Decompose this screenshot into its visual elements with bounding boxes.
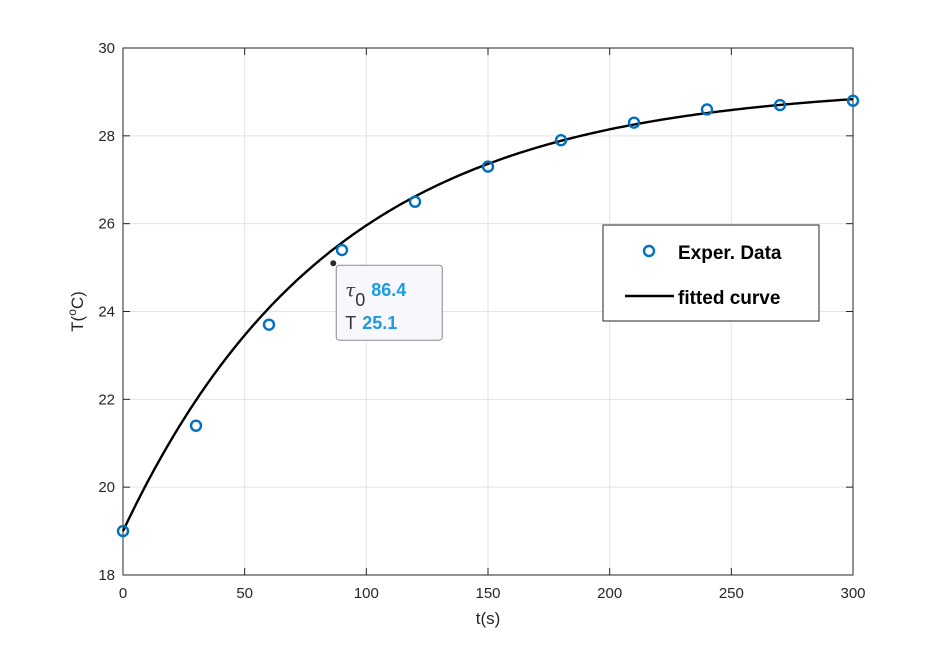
- datatip-row-y: T 25.1: [345, 313, 397, 333]
- y-tick-label: 28: [98, 128, 115, 145]
- data-point-marker[interactable]: [481, 160, 495, 173]
- y-tick-label: 18: [98, 567, 115, 584]
- x-tick-label: 300: [840, 585, 865, 602]
- datatip-y-value: 25.1: [362, 313, 397, 333]
- datatip[interactable]: τ0 86.4 T 25.1: [330, 260, 443, 341]
- y-tick-label: 20: [98, 479, 115, 496]
- axes-layer: [122, 47, 854, 576]
- datatip-x-label: τ: [345, 280, 356, 301]
- y-tick-label: 26: [98, 216, 115, 233]
- y-axis-label-main: T(: [68, 315, 87, 331]
- x-tick-label: 50: [236, 585, 253, 602]
- x-tick-label: 250: [719, 585, 744, 602]
- data-point-marker[interactable]: [700, 103, 714, 116]
- x-tick-label: 150: [475, 585, 500, 602]
- legend-label-fitted-curve: fitted curve: [678, 288, 780, 309]
- y-axis-label: T(oC): [65, 291, 87, 332]
- x-tick-label: 100: [354, 585, 379, 602]
- data-point-marker[interactable]: [773, 98, 787, 112]
- data-point-marker[interactable]: [846, 94, 860, 107]
- data-point-marker[interactable]: [262, 318, 276, 331]
- legend-box: [602, 224, 820, 322]
- data-point-marker[interactable]: [408, 195, 422, 208]
- data-point-marker[interactable]: [335, 243, 349, 257]
- datatip-y-label: T: [345, 313, 356, 333]
- datatip-x-value: 86.4: [371, 280, 406, 300]
- x-axis-label: t(s): [476, 609, 501, 628]
- data-point-marker[interactable]: [116, 524, 130, 538]
- datatip-x-label-subscript: 0: [355, 290, 365, 310]
- x-tick-label: 0: [119, 585, 127, 602]
- data-markers-layer: [116, 94, 860, 538]
- legend: Exper. Data fitted curve: [602, 224, 820, 322]
- data-point-marker[interactable]: [189, 419, 203, 432]
- datatip-box[interactable]: [335, 264, 443, 341]
- y-axis-label-superscript: o: [65, 309, 79, 316]
- y-tick-label: 30: [98, 40, 115, 57]
- tick-labels-layer: 0 50 100 150 200 250 300 18 20 22 24 26 28 30: [98, 40, 865, 602]
- legend-label-exper-data: Exper. Data: [678, 243, 782, 264]
- legend-marker-exper-data: [642, 244, 656, 258]
- fitted-curve-line: [121, 97, 854, 532]
- data-point-marker[interactable]: [554, 134, 568, 147]
- x-tick-label: 200: [597, 585, 622, 602]
- y-tick-label: 24: [98, 304, 115, 321]
- y-tick-label: 22: [98, 391, 115, 408]
- datatip-point[interactable]: [330, 260, 337, 267]
- data-point-marker[interactable]: [627, 116, 641, 129]
- datatip-row-x: τ0 86.4: [345, 280, 406, 310]
- y-axis-label-unit: C): [68, 291, 87, 309]
- fitted-curve-layer: [121, 97, 854, 532]
